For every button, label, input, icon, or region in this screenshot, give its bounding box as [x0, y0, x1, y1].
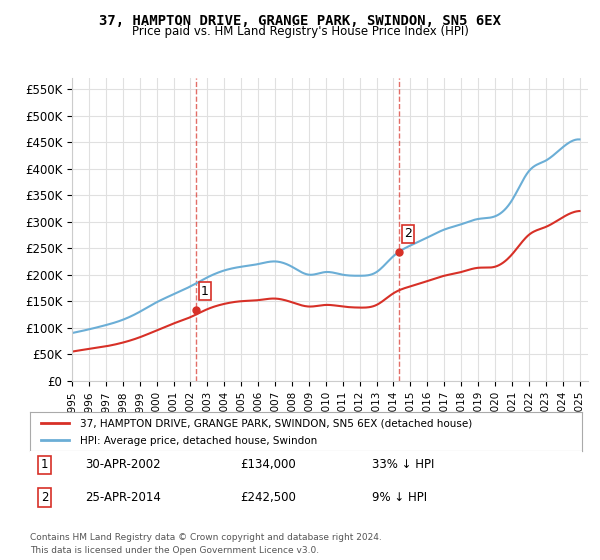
- Text: £242,500: £242,500: [240, 491, 296, 503]
- Text: 9% ↓ HPI: 9% ↓ HPI: [372, 491, 427, 503]
- Text: Contains HM Land Registry data © Crown copyright and database right 2024.: Contains HM Land Registry data © Crown c…: [30, 533, 382, 542]
- Text: 1: 1: [201, 285, 209, 298]
- Text: 25-APR-2014: 25-APR-2014: [85, 491, 161, 503]
- Text: 30-APR-2002: 30-APR-2002: [85, 459, 161, 472]
- Text: 2: 2: [41, 491, 49, 503]
- Text: HPI: Average price, detached house, Swindon: HPI: Average price, detached house, Swin…: [80, 436, 317, 446]
- Text: Price paid vs. HM Land Registry's House Price Index (HPI): Price paid vs. HM Land Registry's House …: [131, 25, 469, 38]
- Text: 2: 2: [404, 227, 412, 240]
- Text: 1: 1: [41, 459, 49, 472]
- Text: 37, HAMPTON DRIVE, GRANGE PARK, SWINDON, SN5 6EX (detached house): 37, HAMPTON DRIVE, GRANGE PARK, SWINDON,…: [80, 418, 472, 428]
- Text: This data is licensed under the Open Government Licence v3.0.: This data is licensed under the Open Gov…: [30, 546, 319, 555]
- Text: 33% ↓ HPI: 33% ↓ HPI: [372, 459, 434, 472]
- Text: 37, HAMPTON DRIVE, GRANGE PARK, SWINDON, SN5 6EX: 37, HAMPTON DRIVE, GRANGE PARK, SWINDON,…: [99, 14, 501, 28]
- Text: £134,000: £134,000: [240, 459, 296, 472]
